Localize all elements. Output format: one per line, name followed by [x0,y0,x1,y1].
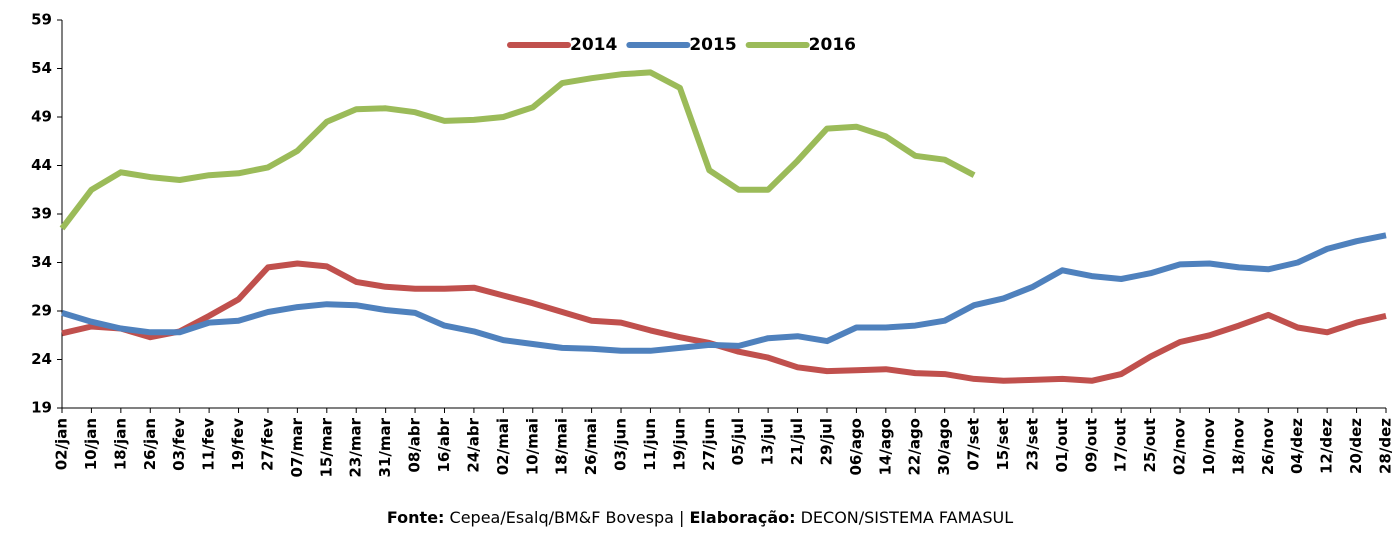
x-tick-label: 19/fev [229,418,247,471]
x-tick-label: 01/out [1053,418,1071,473]
x-tick-label: 30/ago [935,418,953,476]
y-tick-label: 49 [31,108,52,126]
x-tick-label: 15/mar [317,417,335,477]
x-tick-label: 10/nov [1200,418,1218,475]
x-tick-label: 31/mar [376,417,394,477]
x-tick-label: 09/out [1082,418,1100,473]
x-tick-label: 26/mai [582,418,600,475]
x-tick-label: 02/nov [1171,418,1189,475]
y-tick-label: 24 [31,350,52,368]
series-line [59,69,976,231]
y-tick-label: 44 [31,156,52,174]
x-tick-label: 14/ago [876,418,894,476]
x-tick-label: 22/ago [906,418,924,476]
x-tick-label: 18/mai [553,418,571,475]
x-tick-label: 13/jul [759,418,777,465]
page: 19 24 29 34 39 44 49 54 59 02/jan 10/jan 18/jan 26/j… [31,10,1395,527]
x-tick-label: 23/mar [347,417,365,477]
series-line [61,260,1387,384]
series-line [61,232,1387,354]
x-tick-label: 19/jun [670,418,688,471]
x-tick-label: 07/mar [288,417,306,477]
x-tick-label: 03/fev [170,418,188,471]
x-tick-label: 24/abr [464,417,482,472]
x-tick-label: 17/out [1112,418,1130,473]
x-tick-label: 11/jun [641,418,659,471]
x-tick-label: 28/dez [1377,418,1395,474]
credit: DECON/SISTEMA FAMASUL [800,508,1014,527]
credit-label: Elaboração: [689,508,796,527]
x-tick-label: 26/jan [141,418,159,470]
legend-label: 2014 [570,35,617,55]
y-tick-label: 29 [31,302,52,320]
x-tick-label: 21/jul [788,418,806,465]
x-tick-label: 18/nov [1229,418,1247,475]
x-tick-label: 03/jun [612,418,630,471]
x-tick-label: 05/jul [729,418,747,465]
legend-label: 2016 [809,35,856,55]
x-tick-label: 07/set [965,418,983,471]
y-tick-label: 19 [31,399,52,417]
legend-label: 2015 [689,35,736,55]
separator: | [679,508,685,527]
x-tick-label: 29/jul [817,418,835,465]
x-tick-label: 12/dez [1318,418,1336,474]
x-tick-label: 20/dez [1347,418,1365,474]
x-tick-label: 27/jun [700,418,718,471]
chart: 19 24 29 34 39 44 49 54 59 02/jan 10/jan 18/jan 26/j… [31,11,1395,478]
x-tick-label: 02/mai [494,418,512,475]
x-tick-label: 26/nov [1259,418,1277,475]
x-tick-label: 02/jan [53,418,71,470]
x-tick-label: 10/jan [82,418,100,470]
x-tick-label: 16/abr [435,417,453,472]
x-tick-label: 10/mai [523,418,541,475]
x-tick-label: 18/jan [111,418,129,470]
x-tick-label: 06/ago [847,418,865,476]
footer: Fonte: Cepea/Esalq/BM&F Bovespa | Elabor… [0,508,1400,527]
x-tick-label: 08/abr [406,417,424,472]
y-tick-label: 59 [31,11,52,29]
source: Cepea/Esalq/BM&F Bovespa [449,508,674,527]
x-tick-label: 23/set [1023,418,1041,471]
x-tick-label: 15/set [994,418,1012,471]
source-label: Fonte: [386,508,445,527]
x-tick-label: 04/dez [1288,418,1306,474]
x-tick-label: 11/fev [200,418,218,471]
y-tick-label: 39 [31,205,52,223]
y-tick-label: 34 [31,253,52,271]
y-tick-label: 54 [31,59,52,77]
x-tick-label: 25/out [1141,418,1159,473]
x-tick-label: 27/fev [258,418,276,471]
